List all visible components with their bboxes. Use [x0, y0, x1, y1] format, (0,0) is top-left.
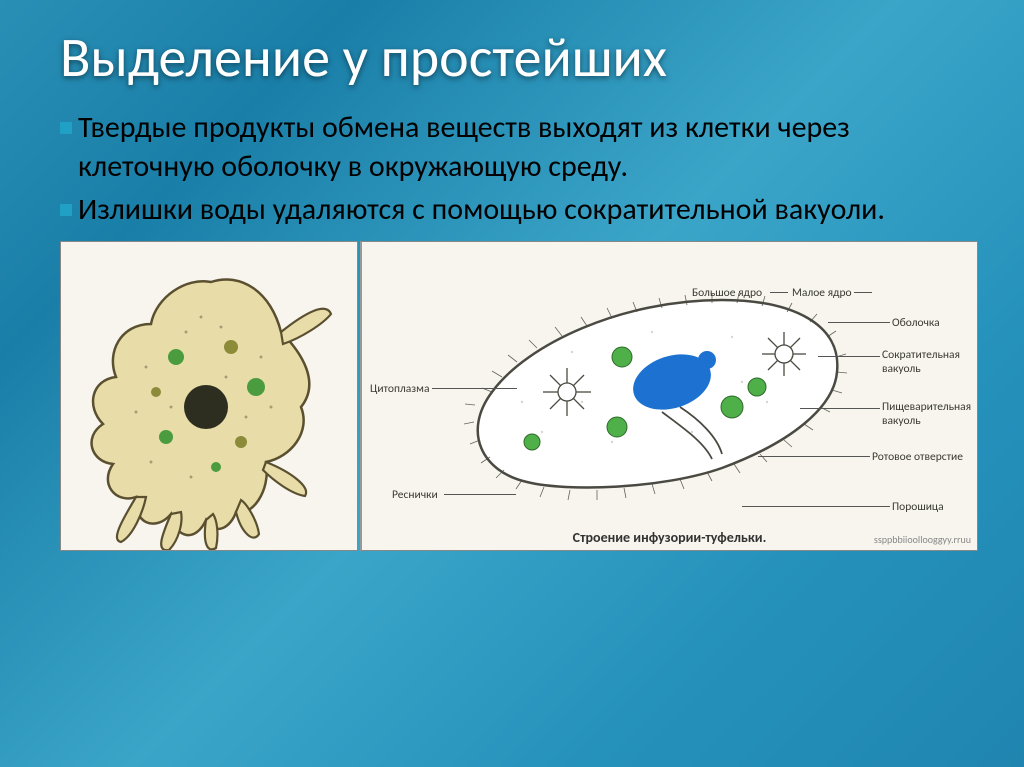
- leader-line: [742, 506, 890, 507]
- leader-line: [800, 408, 880, 409]
- diagram-label: Пищеварительная: [882, 400, 971, 414]
- leader-line: [854, 292, 872, 293]
- paramecium-caption: Строение инфузории-туфельки.: [573, 529, 767, 546]
- paramecium-svg: [362, 242, 978, 551]
- bullet-2: Излишки воды удаляются с помощью сократи…: [60, 190, 984, 229]
- diagram-label: Оболочка: [892, 316, 940, 330]
- paramecium-figure: Цитоплазма Реснички Большое ядро Малое ядро…: [360, 241, 978, 551]
- diagram-label: Ротовое отверстие: [872, 450, 963, 464]
- bullet-1: Твердые продукты обмена веществ выходят …: [60, 108, 984, 186]
- leader-line: [444, 494, 516, 495]
- diagram-label: вакуоль: [882, 414, 921, 428]
- diagram-label: Цитоплазма: [370, 382, 429, 396]
- diagram-label: Сократительная: [882, 348, 960, 362]
- leader-line: [758, 456, 870, 457]
- diagram-label: вакуоль: [882, 362, 921, 376]
- leader-line: [432, 388, 517, 389]
- watermark: ssppbbiioollooggyy.rruu: [874, 533, 971, 546]
- slide-container: Выделение у простейших Твердые продукты …: [0, 0, 1024, 767]
- amoeba-svg: [61, 242, 358, 551]
- bullet-1-text: Твердые продукты обмена веществ выходят …: [78, 108, 984, 186]
- leader-line: [828, 322, 890, 323]
- diagram-label: Большое ядро: [692, 286, 762, 300]
- content-block: Твердые продукты обмена веществ выходят …: [60, 108, 984, 233]
- leader-line: [770, 292, 788, 293]
- amoeba-figure: [60, 241, 358, 551]
- slide-title: Выделение у простейших: [60, 30, 984, 86]
- diagram-label: Порошица: [892, 500, 944, 514]
- diagram-label: Малое ядро: [792, 286, 852, 300]
- bullet-icon: [60, 122, 72, 134]
- diagram-label: Реснички: [392, 488, 438, 502]
- bullet-2-text: Излишки воды удаляются с помощью сократи…: [78, 190, 984, 229]
- leader-line: [818, 356, 880, 357]
- bullet-icon: [60, 204, 72, 216]
- images-row: Цитоплазма Реснички Большое ядро Малое ядро…: [60, 241, 984, 551]
